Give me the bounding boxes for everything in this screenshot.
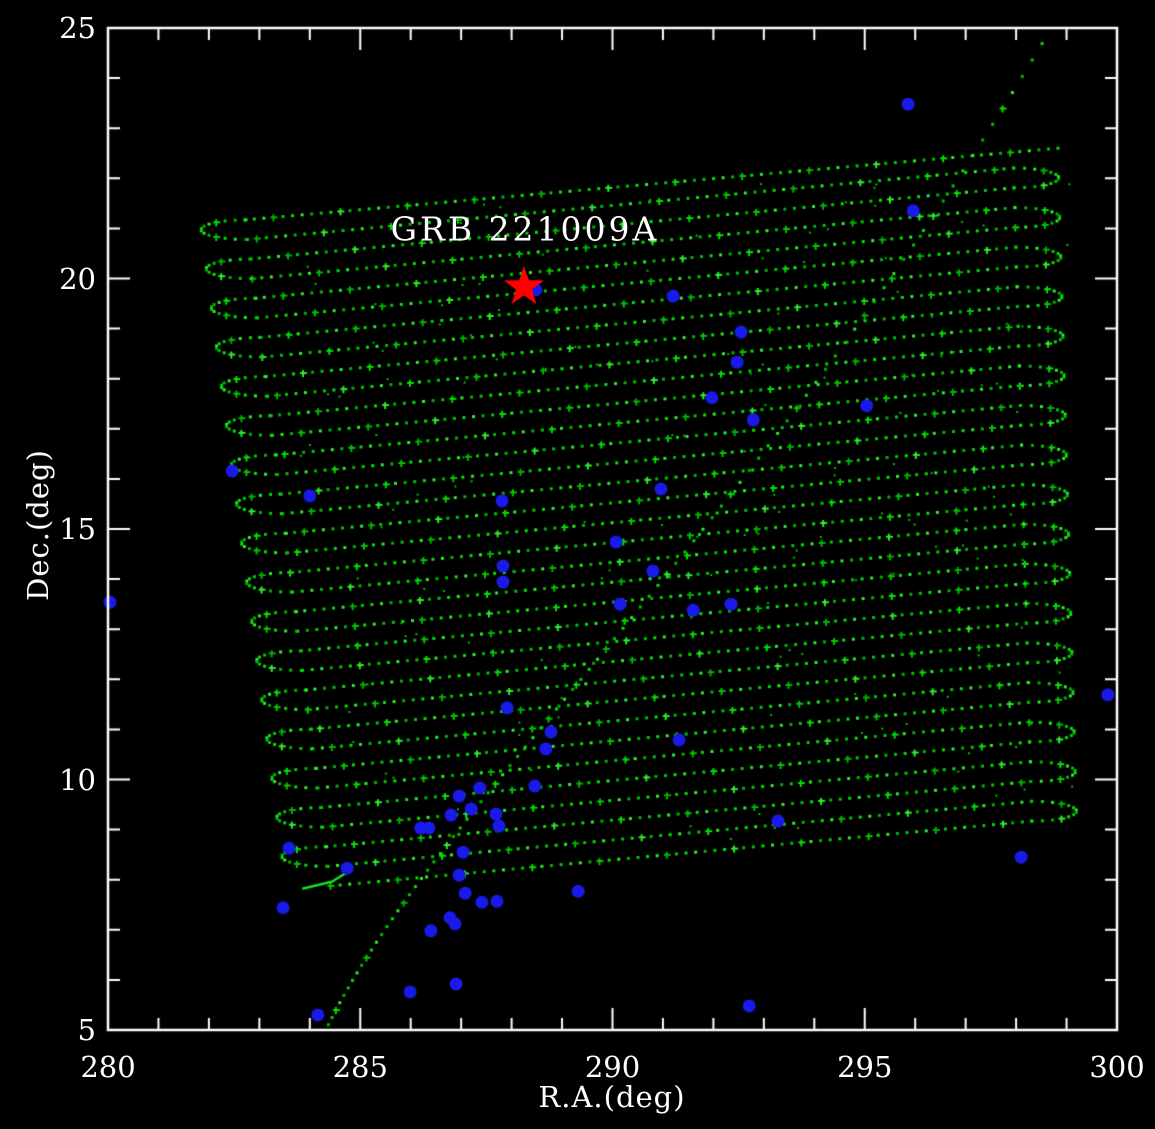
x-tick-label-285: 285 (332, 1050, 388, 1084)
x-tick-label-280: 280 (80, 1050, 136, 1084)
x-axis-title: R.A.(deg) (538, 1080, 686, 1114)
star-shape (504, 266, 545, 305)
y-tick-label-15: 15 (59, 512, 96, 546)
x-tick-label-295: 295 (837, 1050, 893, 1084)
y-tick-label-10: 10 (59, 762, 96, 797)
y-tick-label-20: 20 (59, 261, 96, 296)
x-tick-label-290: 290 (584, 1050, 641, 1084)
x-tick-label-300: 300 (1089, 1050, 1145, 1084)
y-tick-label-25: 25 (59, 11, 96, 45)
grb-title-label: GRB 221009A (390, 209, 660, 249)
y-tick-label-5: 5 (77, 1013, 96, 1047)
grb-star-marker (504, 266, 545, 305)
